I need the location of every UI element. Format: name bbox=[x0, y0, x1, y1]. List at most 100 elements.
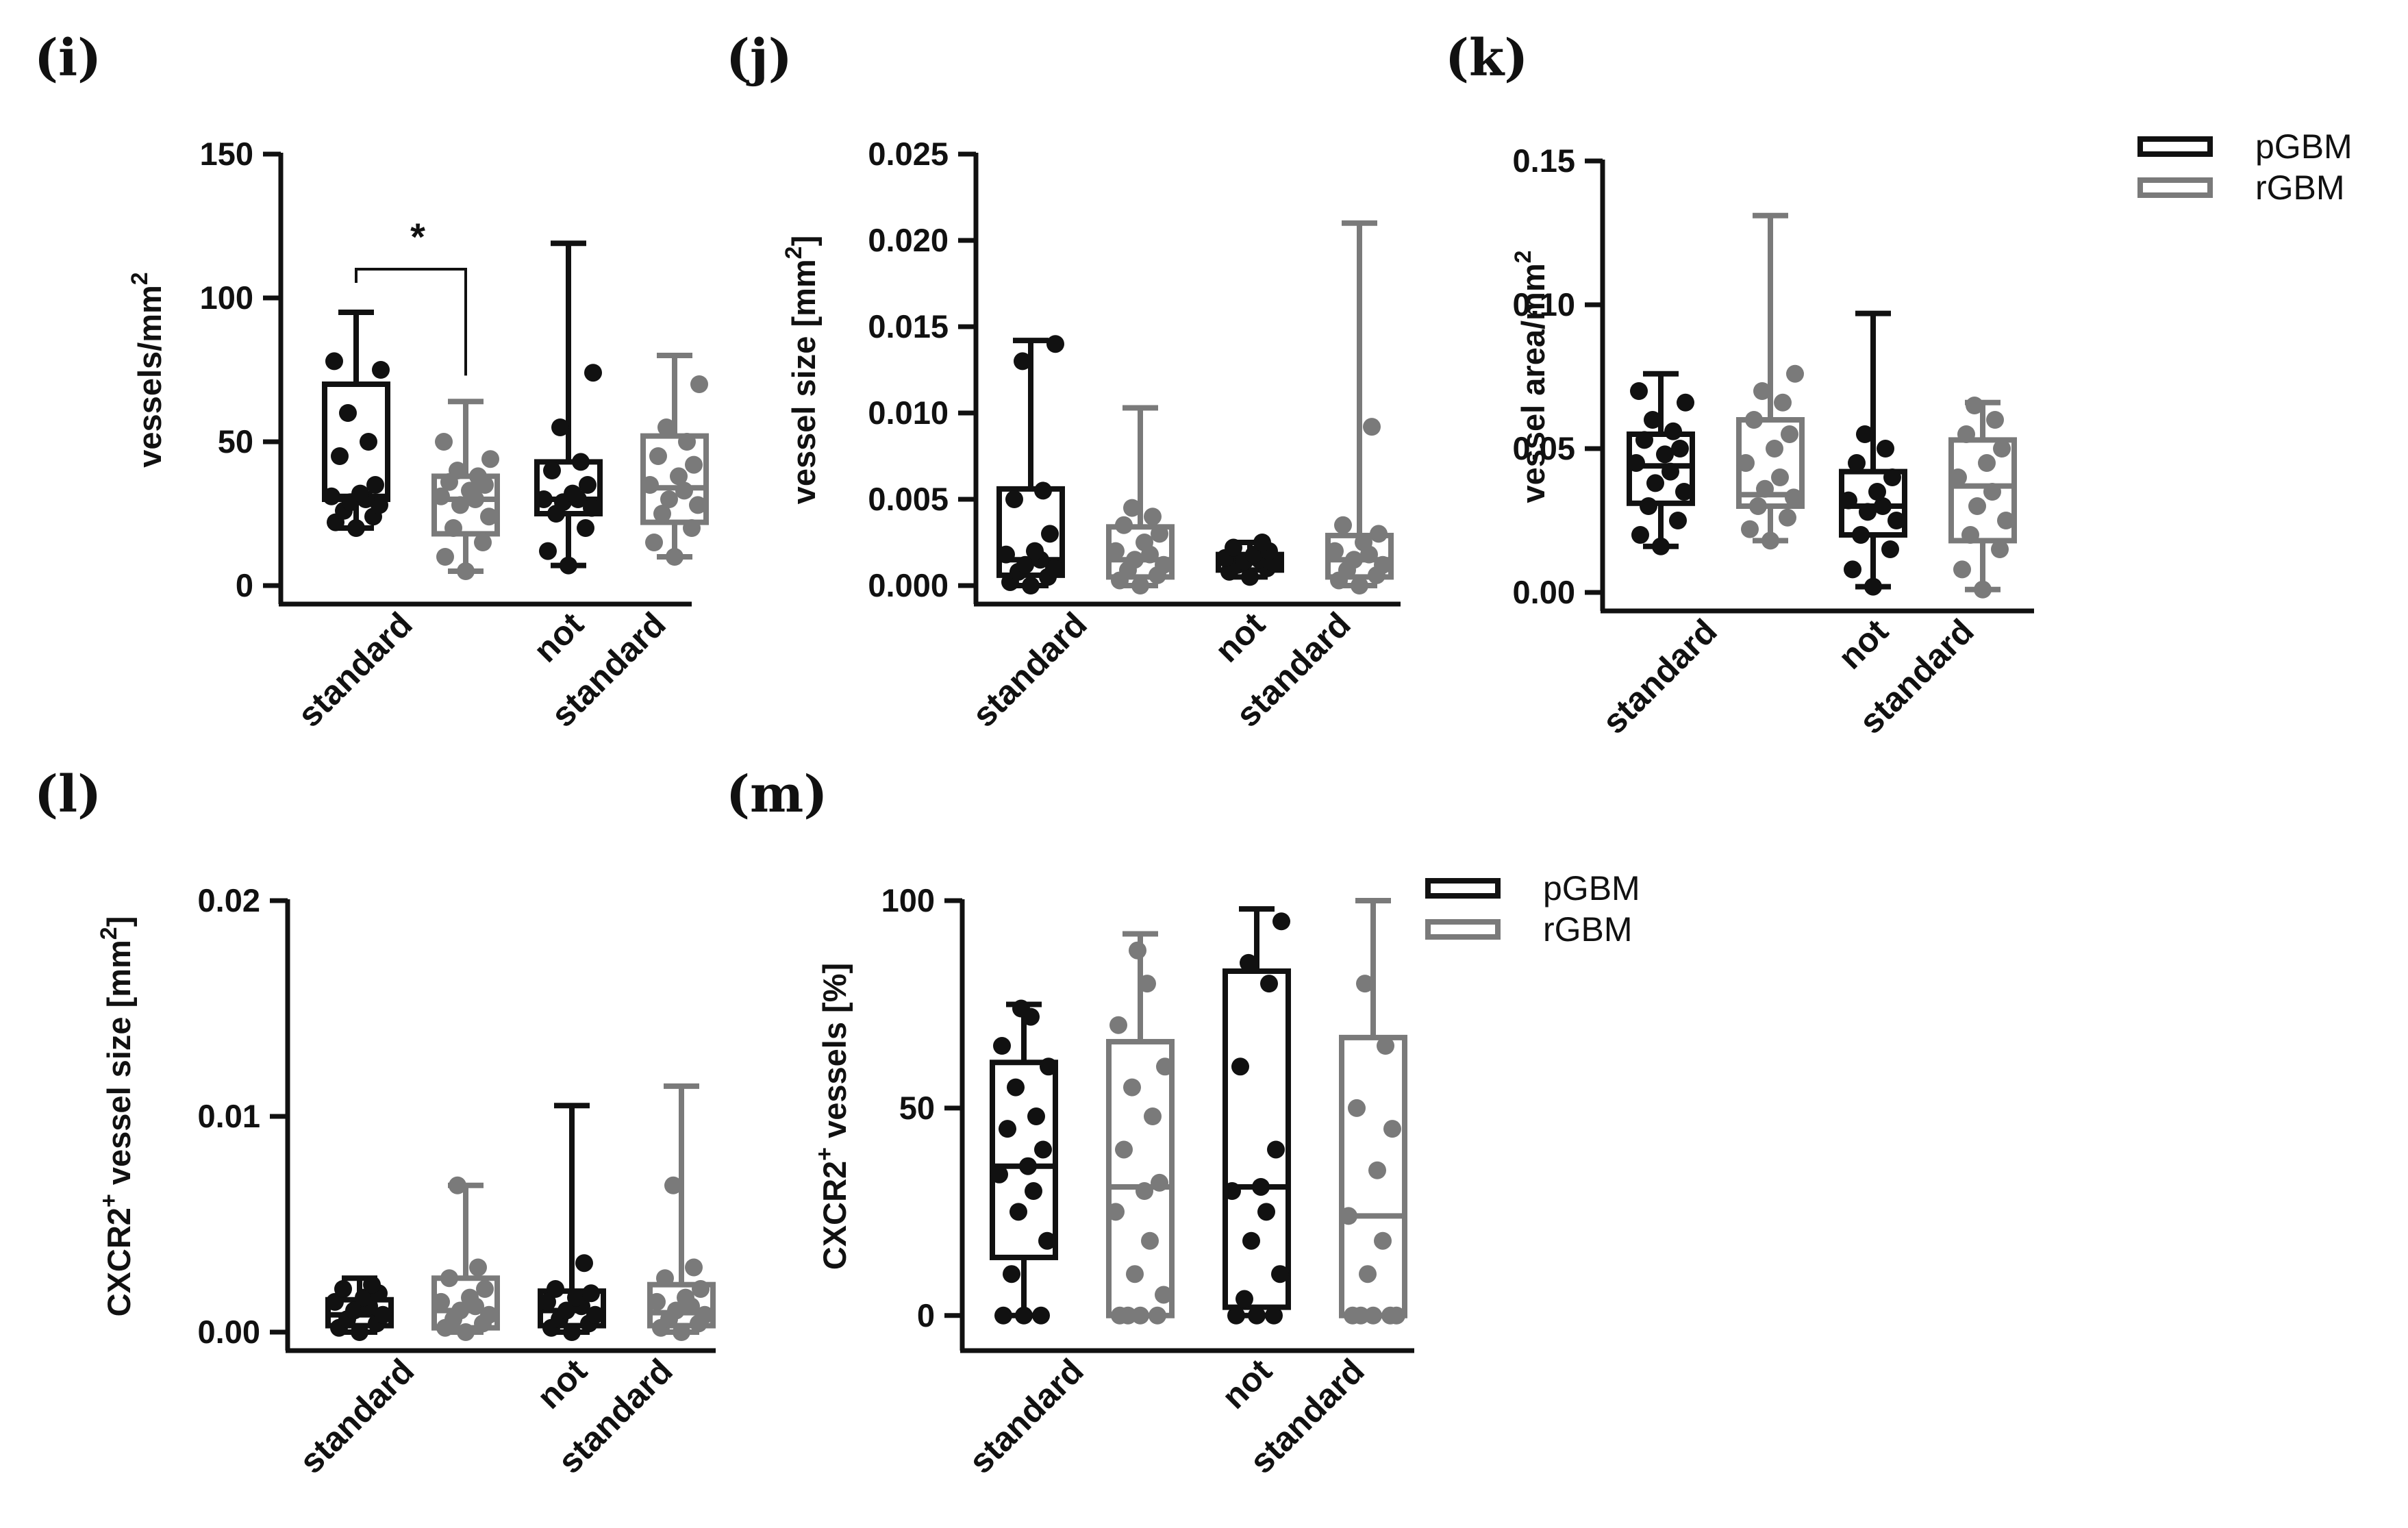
data-point-k-0-5 bbox=[1646, 474, 1664, 492]
data-point-l-2-9 bbox=[582, 1284, 600, 1303]
data-point-k-2-1 bbox=[1844, 560, 1861, 579]
data-point-j-3-8 bbox=[1355, 534, 1372, 551]
data-point-k-1-11 bbox=[1774, 393, 1792, 412]
box-group-l-1 bbox=[431, 1176, 500, 1341]
data-point-l-0-8 bbox=[355, 1288, 373, 1307]
data-point-m-3-10 bbox=[1348, 1099, 1366, 1117]
data-point-i-3-7 bbox=[641, 476, 659, 494]
data-point-i-0-7 bbox=[323, 487, 340, 505]
data-point-l-3-7 bbox=[648, 1292, 666, 1311]
data-point-k-1-9 bbox=[1781, 425, 1798, 443]
data-point-m-1-12 bbox=[1123, 1078, 1141, 1097]
data-point-k-3-1 bbox=[1953, 560, 1971, 579]
y-axis-title-suffix-m: vessels [%] bbox=[816, 963, 853, 1147]
data-point-k-1-3 bbox=[1749, 497, 1767, 515]
category-label-i-0: standard bbox=[290, 605, 420, 734]
y-axis-title-sup-m: + bbox=[812, 1147, 838, 1161]
y-tick-label-i-2: 100 bbox=[200, 279, 253, 316]
box-group-i-3 bbox=[640, 353, 709, 566]
y-axis-title-main-j: vessel size [mm bbox=[786, 259, 822, 504]
data-point-j-3-0 bbox=[1351, 577, 1368, 594]
data-point-l-3-0 bbox=[673, 1323, 690, 1341]
data-point-i-0-13 bbox=[372, 361, 390, 379]
data-point-l-1-10 bbox=[440, 1269, 458, 1288]
data-point-l-2-8 bbox=[567, 1288, 585, 1307]
data-point-m-0-5 bbox=[1009, 1203, 1027, 1221]
y-tick-label-j-0: 0.000 bbox=[868, 567, 949, 603]
data-point-i-3-6 bbox=[675, 481, 693, 500]
data-point-j-2-11 bbox=[1253, 534, 1271, 551]
data-point-m-2-7 bbox=[1223, 1182, 1241, 1201]
data-point-m-3-5 bbox=[1359, 1265, 1377, 1283]
category-label-l-1: not bbox=[529, 1351, 594, 1416]
data-point-i-3-5 bbox=[660, 490, 678, 508]
data-point-m-2-6 bbox=[1257, 1203, 1275, 1221]
data-point-k-3-2 bbox=[1991, 540, 2009, 558]
panel-label-m: (m) bbox=[726, 765, 827, 824]
box-m-2 bbox=[1222, 968, 1291, 1310]
y-axis-title-main-i: vessels/mm bbox=[131, 285, 168, 468]
data-point-j-1-0 bbox=[1131, 577, 1149, 594]
data-point-m-1-7 bbox=[1107, 1203, 1125, 1221]
data-point-i-3-3 bbox=[653, 505, 671, 523]
data-point-l-3-9 bbox=[692, 1280, 710, 1298]
data-point-i-2-13 bbox=[584, 364, 602, 382]
data-point-j-0-9 bbox=[1041, 525, 1059, 543]
data-point-m-2-2 bbox=[1265, 1306, 1283, 1325]
y-tick-label-k-1: 0.05 bbox=[1513, 430, 1575, 466]
data-point-i-3-12 bbox=[657, 418, 675, 436]
box-group-l-0 bbox=[325, 1275, 394, 1341]
data-point-k-1-13 bbox=[1786, 364, 1804, 383]
y-axis-title-sup-k: 2 bbox=[1510, 250, 1536, 263]
data-point-m-3-12 bbox=[1356, 975, 1374, 993]
category-label-m-0: standard bbox=[962, 1351, 1091, 1481]
data-point-i-1-5 bbox=[451, 496, 469, 514]
data-point-m-0-7 bbox=[990, 1165, 1008, 1183]
data-point-k-2-11 bbox=[1877, 440, 1894, 458]
data-point-i-1-12 bbox=[449, 462, 466, 479]
data-point-m-1-5 bbox=[1126, 1265, 1144, 1283]
data-point-k-0-3 bbox=[1640, 497, 1657, 515]
significance-label-i: * bbox=[410, 215, 425, 258]
data-point-m-0-10 bbox=[999, 1120, 1016, 1138]
y-axis-title-sup-j: 2 bbox=[781, 246, 807, 259]
y-axis-title-sup2-l: 2 bbox=[96, 927, 122, 940]
chart-panel-k: (k) 0.00 0.05 0.10 0.15 vessel area/mm2 standa… bbox=[1445, 29, 2034, 741]
data-point-m-0-9 bbox=[1034, 1140, 1052, 1159]
data-point-m-0-3 bbox=[1003, 1265, 1020, 1283]
data-point-j-1-4 bbox=[1155, 555, 1172, 574]
data-point-i-0-14 bbox=[325, 352, 343, 371]
chart-panel-j: (j) 0.000 0.005 0.010 0.015 0.020 0.025 vessel … bbox=[726, 29, 1401, 734]
y-axis-title-i: vessels/mm2 bbox=[127, 272, 168, 467]
data-point-m-3-8 bbox=[1368, 1161, 1386, 1179]
data-point-k-1-0 bbox=[1761, 531, 1779, 550]
y-tick-label-j-1: 0.005 bbox=[868, 481, 949, 517]
data-point-m-2-3 bbox=[1236, 1290, 1253, 1308]
box-group-l-3 bbox=[647, 1083, 716, 1341]
data-point-k-1-10 bbox=[1745, 411, 1763, 429]
data-point-i-1-0 bbox=[457, 562, 475, 580]
box-group-m-0 bbox=[990, 999, 1058, 1325]
data-point-k-1-8 bbox=[1766, 440, 1783, 458]
box-group-m-3 bbox=[1339, 898, 1407, 1325]
data-point-i-2-2 bbox=[577, 519, 594, 537]
data-point-m-2-5 bbox=[1242, 1231, 1260, 1250]
y-tick-label-k-2: 0.10 bbox=[1513, 286, 1575, 323]
data-point-l-1-0 bbox=[457, 1323, 475, 1341]
y-tick-label-i-1: 50 bbox=[218, 423, 253, 460]
y-tick-label-m-0: 0 bbox=[917, 1297, 935, 1333]
data-point-m-0-14 bbox=[993, 1037, 1011, 1055]
data-point-k-0-8 bbox=[1656, 445, 1674, 464]
data-point-i-1-3 bbox=[444, 519, 462, 537]
data-point-l-1-5 bbox=[451, 1301, 469, 1320]
data-point-k-0-11 bbox=[1664, 422, 1682, 440]
y-tick-label-l-1: 0.01 bbox=[198, 1098, 260, 1134]
data-point-i-2-7 bbox=[535, 490, 553, 508]
data-point-k-2-6 bbox=[1874, 497, 1892, 515]
data-point-i-0-4 bbox=[371, 496, 388, 514]
y-axis-title-k: vessel area/mm2 bbox=[1510, 250, 1551, 503]
data-point-k-1-4 bbox=[1785, 488, 1803, 507]
data-point-j-0-10 bbox=[1005, 490, 1023, 508]
y-axis-title-main-k: vessel area/mm bbox=[1515, 263, 1551, 503]
